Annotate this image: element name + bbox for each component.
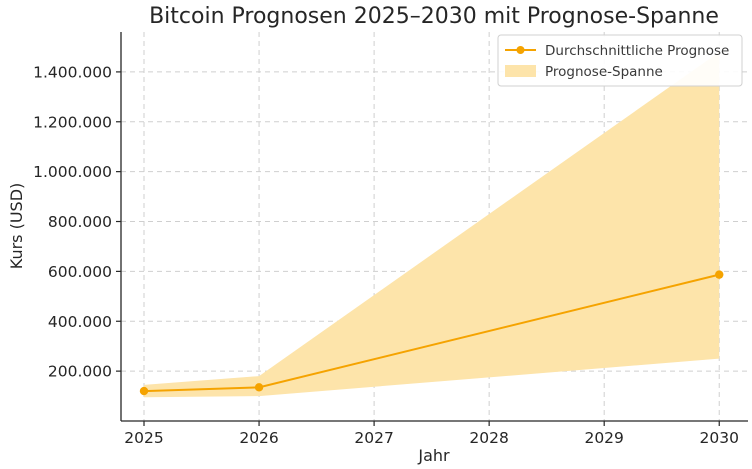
x-tick-label: 2030 xyxy=(700,429,739,447)
y-tick-label: 1.200.000 xyxy=(33,113,112,131)
legend-label-average: Durchschnittliche Prognose xyxy=(545,43,729,59)
forecast-range-area xyxy=(144,51,720,398)
y-tick-label: 400.000 xyxy=(48,313,112,331)
x-tick-label: 2027 xyxy=(354,429,393,447)
axes xyxy=(120,32,748,422)
x-tick-label: 2026 xyxy=(239,429,278,447)
y-tick-label: 200.000 xyxy=(48,363,112,381)
y-axis-label: Kurs (USD) xyxy=(7,183,26,270)
forecast-band-layer xyxy=(144,51,720,398)
legend-marker-swatch xyxy=(516,46,525,54)
y-tick-label: 1.000.000 xyxy=(33,163,112,181)
x-tick-label: 2025 xyxy=(124,429,163,447)
chart-title: Bitcoin Prognosen 2025–2030 mit Prognose… xyxy=(149,4,719,29)
legend: Durchschnittliche Prognose Prognose-Span… xyxy=(497,34,743,87)
legend-box xyxy=(497,34,743,87)
y-tick-label: 1.400.000 xyxy=(33,63,112,81)
x-axis-label: Jahr xyxy=(417,446,450,465)
average-forecast-point xyxy=(715,270,724,279)
x-tick-label: 2029 xyxy=(584,429,623,447)
y-tick-label: 800.000 xyxy=(48,213,112,231)
y-tick-label: 600.000 xyxy=(48,263,112,281)
y-tick-layer: 200.000 400.000 600.000 800.000 1.000.000 1.2… xyxy=(33,63,121,381)
average-forecast-point xyxy=(254,383,264,392)
average-forecast-point xyxy=(139,386,149,396)
legend-area-swatch xyxy=(505,65,536,77)
x-tick-label: 2028 xyxy=(469,429,508,447)
average-line-layer xyxy=(139,270,724,396)
legend-label-range: Prognose-Spanne xyxy=(545,64,663,80)
x-tick-layer: 2025 2026 2027 2028 2029 2030 xyxy=(124,421,739,447)
